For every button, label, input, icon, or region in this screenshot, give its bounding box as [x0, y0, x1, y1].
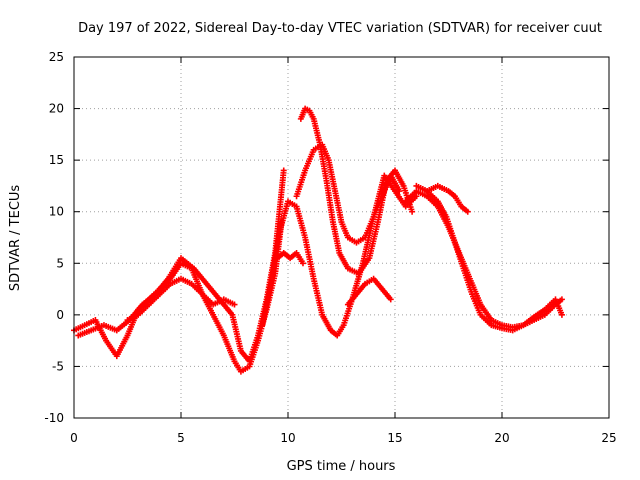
x-tick-label: 20: [494, 431, 509, 445]
y-axis-ticks: -10 -5 0 5 10 15 20 25: [44, 50, 609, 425]
data-point: [558, 311, 565, 318]
data-point: [413, 193, 420, 200]
data-point: [558, 296, 565, 303]
y-tick-label: 15: [49, 153, 64, 167]
x-tick-label: 15: [387, 431, 402, 445]
y-tick-label: 10: [49, 205, 64, 219]
x-axis-label: GPS time / hours: [287, 459, 396, 474]
series-track-c: [124, 275, 238, 324]
series-track-g: [274, 249, 306, 267]
series-track-k: [424, 182, 471, 215]
y-tick-label: 0: [56, 308, 64, 322]
data-point: [231, 301, 238, 308]
data-point: [387, 296, 394, 303]
x-axis-ticks: 0 5 10 15 20 25: [70, 57, 617, 445]
plot-frame: [73, 56, 610, 419]
series-track-f: [293, 141, 403, 246]
x-tick-label: 5: [177, 431, 185, 445]
data-point: [396, 188, 403, 195]
series-track-h: [344, 275, 394, 308]
x-tick-label: 0: [70, 431, 78, 445]
data-point: [299, 260, 306, 267]
data-points: [71, 105, 565, 375]
data-point: [409, 208, 416, 215]
y-tick-label: -10: [44, 411, 64, 425]
data-point: [464, 208, 471, 215]
y-tick-label: 5: [56, 256, 64, 270]
data-point: [280, 167, 287, 174]
y-tick-label: 20: [49, 102, 64, 116]
x-tick-label: 10: [280, 431, 295, 445]
x-tick-label: 25: [601, 431, 616, 445]
y-tick-label: -5: [52, 359, 64, 373]
series-track-i: [402, 188, 565, 331]
chart-title: Day 197 of 2022, Sidereal Day-to-day VTE…: [78, 21, 602, 36]
grid: [74, 57, 609, 418]
y-axis-label: SDTVAR / TECUs: [8, 185, 23, 292]
y-tick-label: 25: [49, 50, 64, 64]
